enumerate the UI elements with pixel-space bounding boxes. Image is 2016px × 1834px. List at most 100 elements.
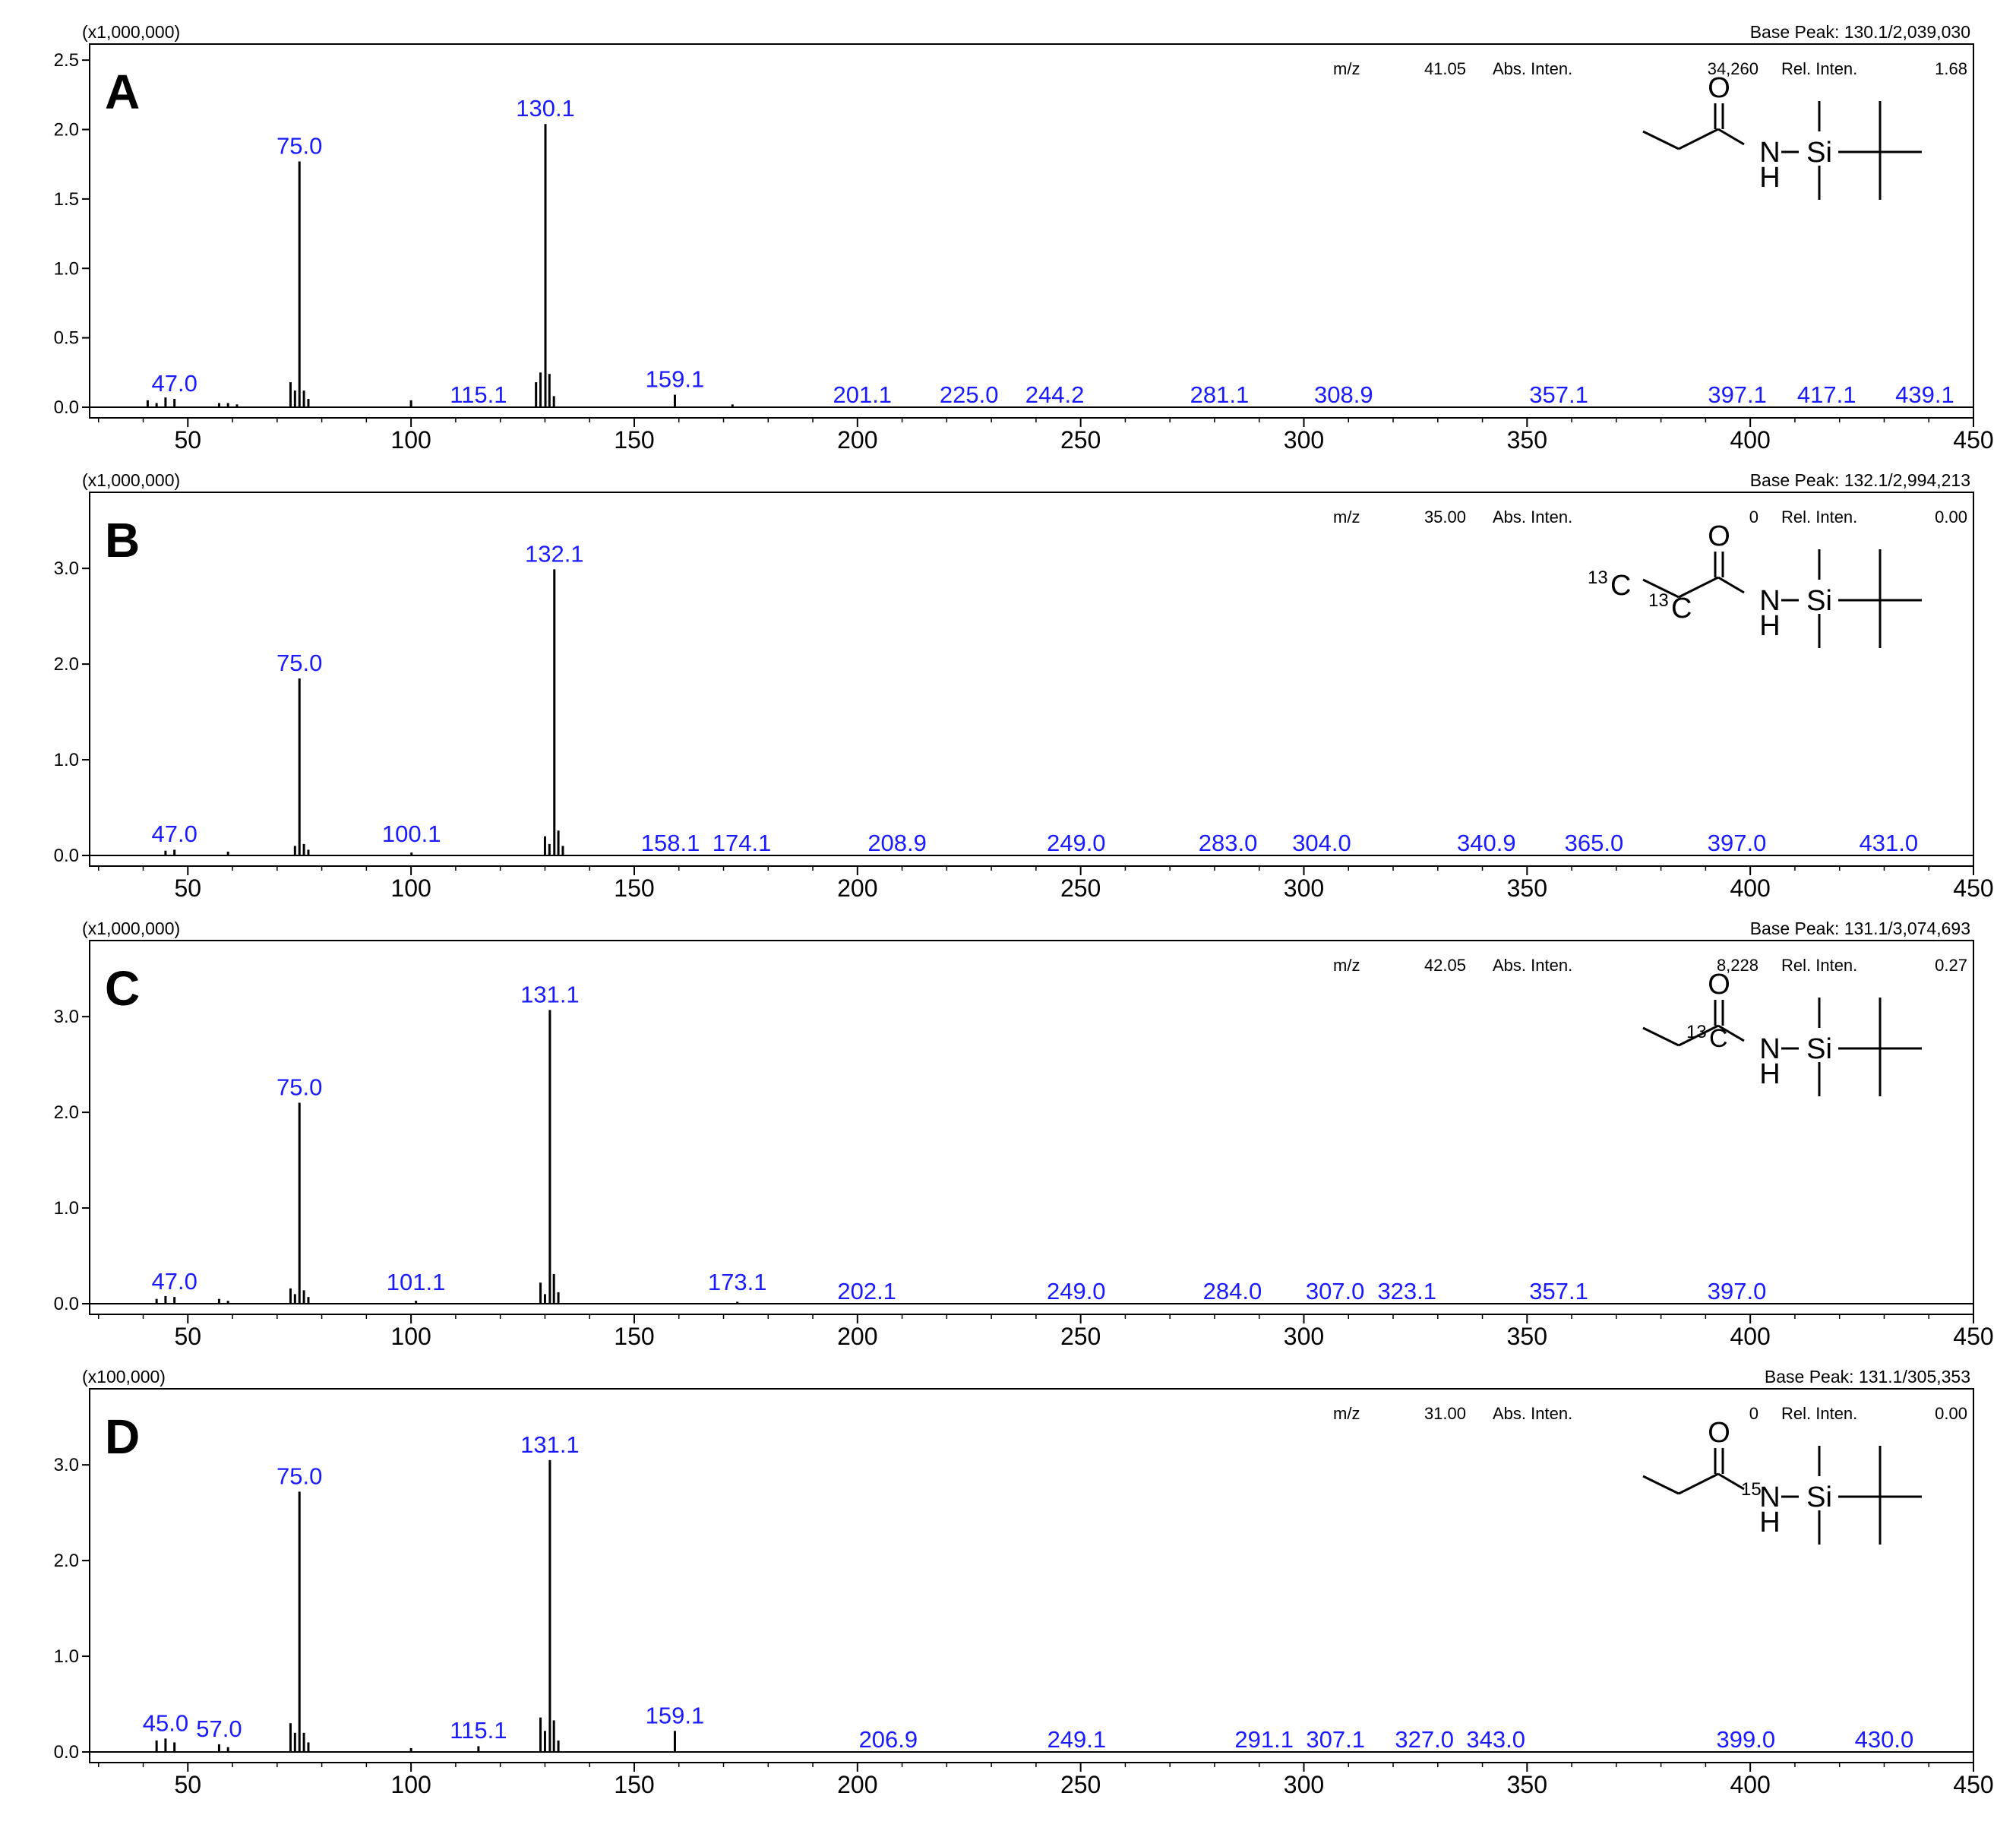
peak-label: 439.1 bbox=[1895, 381, 1954, 408]
peak-label: 327.0 bbox=[1395, 1726, 1454, 1753]
panel-letter: C bbox=[105, 961, 140, 1016]
peak-label: 159.1 bbox=[646, 366, 705, 393]
x-tick-label: 100 bbox=[390, 874, 431, 902]
info-rel-value: 0.27 bbox=[1935, 956, 1967, 975]
peak-label: 291.1 bbox=[1234, 1726, 1294, 1753]
y-tick-label: 1.0 bbox=[54, 1198, 79, 1219]
x-tick-label: 100 bbox=[390, 1323, 431, 1350]
panel-letter: D bbox=[105, 1409, 140, 1464]
bond bbox=[1717, 576, 1745, 594]
x-tick-label: 250 bbox=[1060, 1771, 1101, 1798]
isotope-label: 13 bbox=[1588, 568, 1608, 588]
x-tick-label: 200 bbox=[837, 1323, 877, 1350]
bond bbox=[1678, 1472, 1719, 1495]
isotope-label: 13 bbox=[1648, 590, 1669, 611]
info-abs-value: 0 bbox=[1749, 1404, 1758, 1423]
peak-label: 174.1 bbox=[713, 830, 772, 856]
y-tick-label: 3.0 bbox=[54, 1007, 79, 1027]
peak-label: 131.1 bbox=[520, 1431, 580, 1458]
base-peak-text: Base Peak: 130.1/2,039,030 bbox=[1750, 22, 1970, 42]
atom-si: Si bbox=[1806, 1033, 1832, 1065]
plot-frame bbox=[89, 43, 1974, 419]
atom-n: N bbox=[1759, 1481, 1780, 1513]
bond bbox=[1642, 578, 1679, 599]
x-tick-label: 50 bbox=[174, 1771, 201, 1798]
info-mz-value: 35.00 bbox=[1424, 508, 1466, 526]
x-tick-label: 200 bbox=[837, 426, 877, 454]
info-abs-value: 0 bbox=[1749, 508, 1758, 526]
x-tick-label: 150 bbox=[614, 1771, 654, 1798]
atom-si: Si bbox=[1806, 585, 1832, 617]
y-tick-label: 0.0 bbox=[54, 846, 79, 866]
peak-label: 284.0 bbox=[1203, 1278, 1262, 1304]
peak-label: 281.1 bbox=[1190, 381, 1250, 408]
spectrum-panel-a: (x1,000,000) Base Peak: 130.1/2,039,030 m/… bbox=[54, 22, 1994, 454]
bond bbox=[1642, 1026, 1679, 1047]
peak-label: 202.1 bbox=[837, 1278, 896, 1304]
peak-label: 100.1 bbox=[382, 821, 441, 847]
info-rel-label: Rel. Inten. bbox=[1781, 59, 1857, 78]
x-tick-label: 150 bbox=[614, 874, 654, 902]
peak-label: 75.0 bbox=[276, 133, 322, 160]
x-tick-label: 450 bbox=[1953, 1771, 1993, 1798]
peak-label: 249.0 bbox=[1047, 1278, 1106, 1304]
info-mz-label: m/z bbox=[1333, 1404, 1360, 1423]
peak-label: 340.9 bbox=[1457, 830, 1516, 856]
x-tick-label: 400 bbox=[1730, 1323, 1770, 1350]
scale-label: (x1,000,000) bbox=[82, 22, 180, 42]
peak-label: 343.0 bbox=[1466, 1726, 1525, 1753]
peak-label: 397.0 bbox=[1708, 1278, 1767, 1304]
x-tick-label: 50 bbox=[174, 426, 201, 454]
plot-frame bbox=[89, 940, 1974, 1315]
peak-label: 283.0 bbox=[1199, 830, 1258, 856]
y-tick-label: 2.0 bbox=[54, 1551, 79, 1571]
peak-label: 431.0 bbox=[1860, 830, 1919, 856]
info-rel-value: 1.68 bbox=[1935, 59, 1967, 78]
molecule-structure: ONH Si 15 bbox=[1642, 1417, 1922, 1545]
bond bbox=[1717, 128, 1745, 146]
x-tick-label: 250 bbox=[1060, 426, 1101, 454]
atom-c: C bbox=[1709, 1024, 1728, 1053]
x-tick-label: 100 bbox=[390, 1771, 431, 1798]
scale-label: (x1,000,000) bbox=[82, 919, 180, 938]
atom-si: Si bbox=[1806, 1481, 1832, 1513]
atom-o: O bbox=[1708, 1417, 1730, 1449]
info-mz-value: 41.05 bbox=[1424, 59, 1466, 78]
y-tick-label: 2.5 bbox=[54, 50, 79, 71]
x-tick-label: 400 bbox=[1730, 874, 1770, 902]
info-mz-label: m/z bbox=[1333, 956, 1360, 975]
y-tick-label: 1.0 bbox=[54, 1646, 79, 1667]
atom-h: H bbox=[1759, 1507, 1780, 1538]
info-rel-label: Rel. Inten. bbox=[1781, 508, 1857, 526]
spectrum-panel-c: (x1,000,000) Base Peak: 131.1/3,074,693 m/… bbox=[54, 919, 1994, 1350]
peak-label: 208.9 bbox=[867, 830, 927, 856]
atom-n: N bbox=[1759, 137, 1780, 169]
peak-label: 308.9 bbox=[1314, 381, 1373, 408]
peak-label: 249.1 bbox=[1047, 1726, 1107, 1753]
bond bbox=[1678, 1024, 1719, 1047]
peak-label: 47.0 bbox=[151, 370, 197, 397]
peak-label: 101.1 bbox=[387, 1269, 446, 1295]
y-tick-label: 1.0 bbox=[54, 258, 79, 279]
bond bbox=[1717, 1472, 1745, 1491]
info-abs-label: Abs. Inten. bbox=[1493, 956, 1572, 975]
peak-label: 323.1 bbox=[1377, 1278, 1436, 1304]
info-mz-label: m/z bbox=[1333, 508, 1360, 526]
peak-label: 307.1 bbox=[1306, 1726, 1365, 1753]
peak-label: 57.0 bbox=[196, 1715, 242, 1742]
x-tick-label: 450 bbox=[1953, 874, 1993, 902]
peak-label: 47.0 bbox=[151, 1268, 197, 1295]
bond bbox=[1642, 130, 1679, 150]
isotope-label: 13 bbox=[1686, 1022, 1707, 1042]
spectrum-panel-d: (x100,000) Base Peak: 131.1/305,353 m/z 31.… bbox=[54, 1367, 1994, 1798]
peak-label: 45.0 bbox=[143, 1709, 188, 1736]
peak-label: 304.0 bbox=[1292, 830, 1351, 856]
info-abs-value: 8,228 bbox=[1717, 956, 1758, 975]
panel-letter: B bbox=[105, 513, 140, 568]
y-tick-label: 1.5 bbox=[54, 189, 79, 210]
peak-label: 75.0 bbox=[276, 650, 322, 676]
x-tick-label: 400 bbox=[1730, 1771, 1770, 1798]
peak-label: 430.0 bbox=[1855, 1726, 1914, 1753]
y-tick-label: 1.0 bbox=[54, 750, 79, 770]
